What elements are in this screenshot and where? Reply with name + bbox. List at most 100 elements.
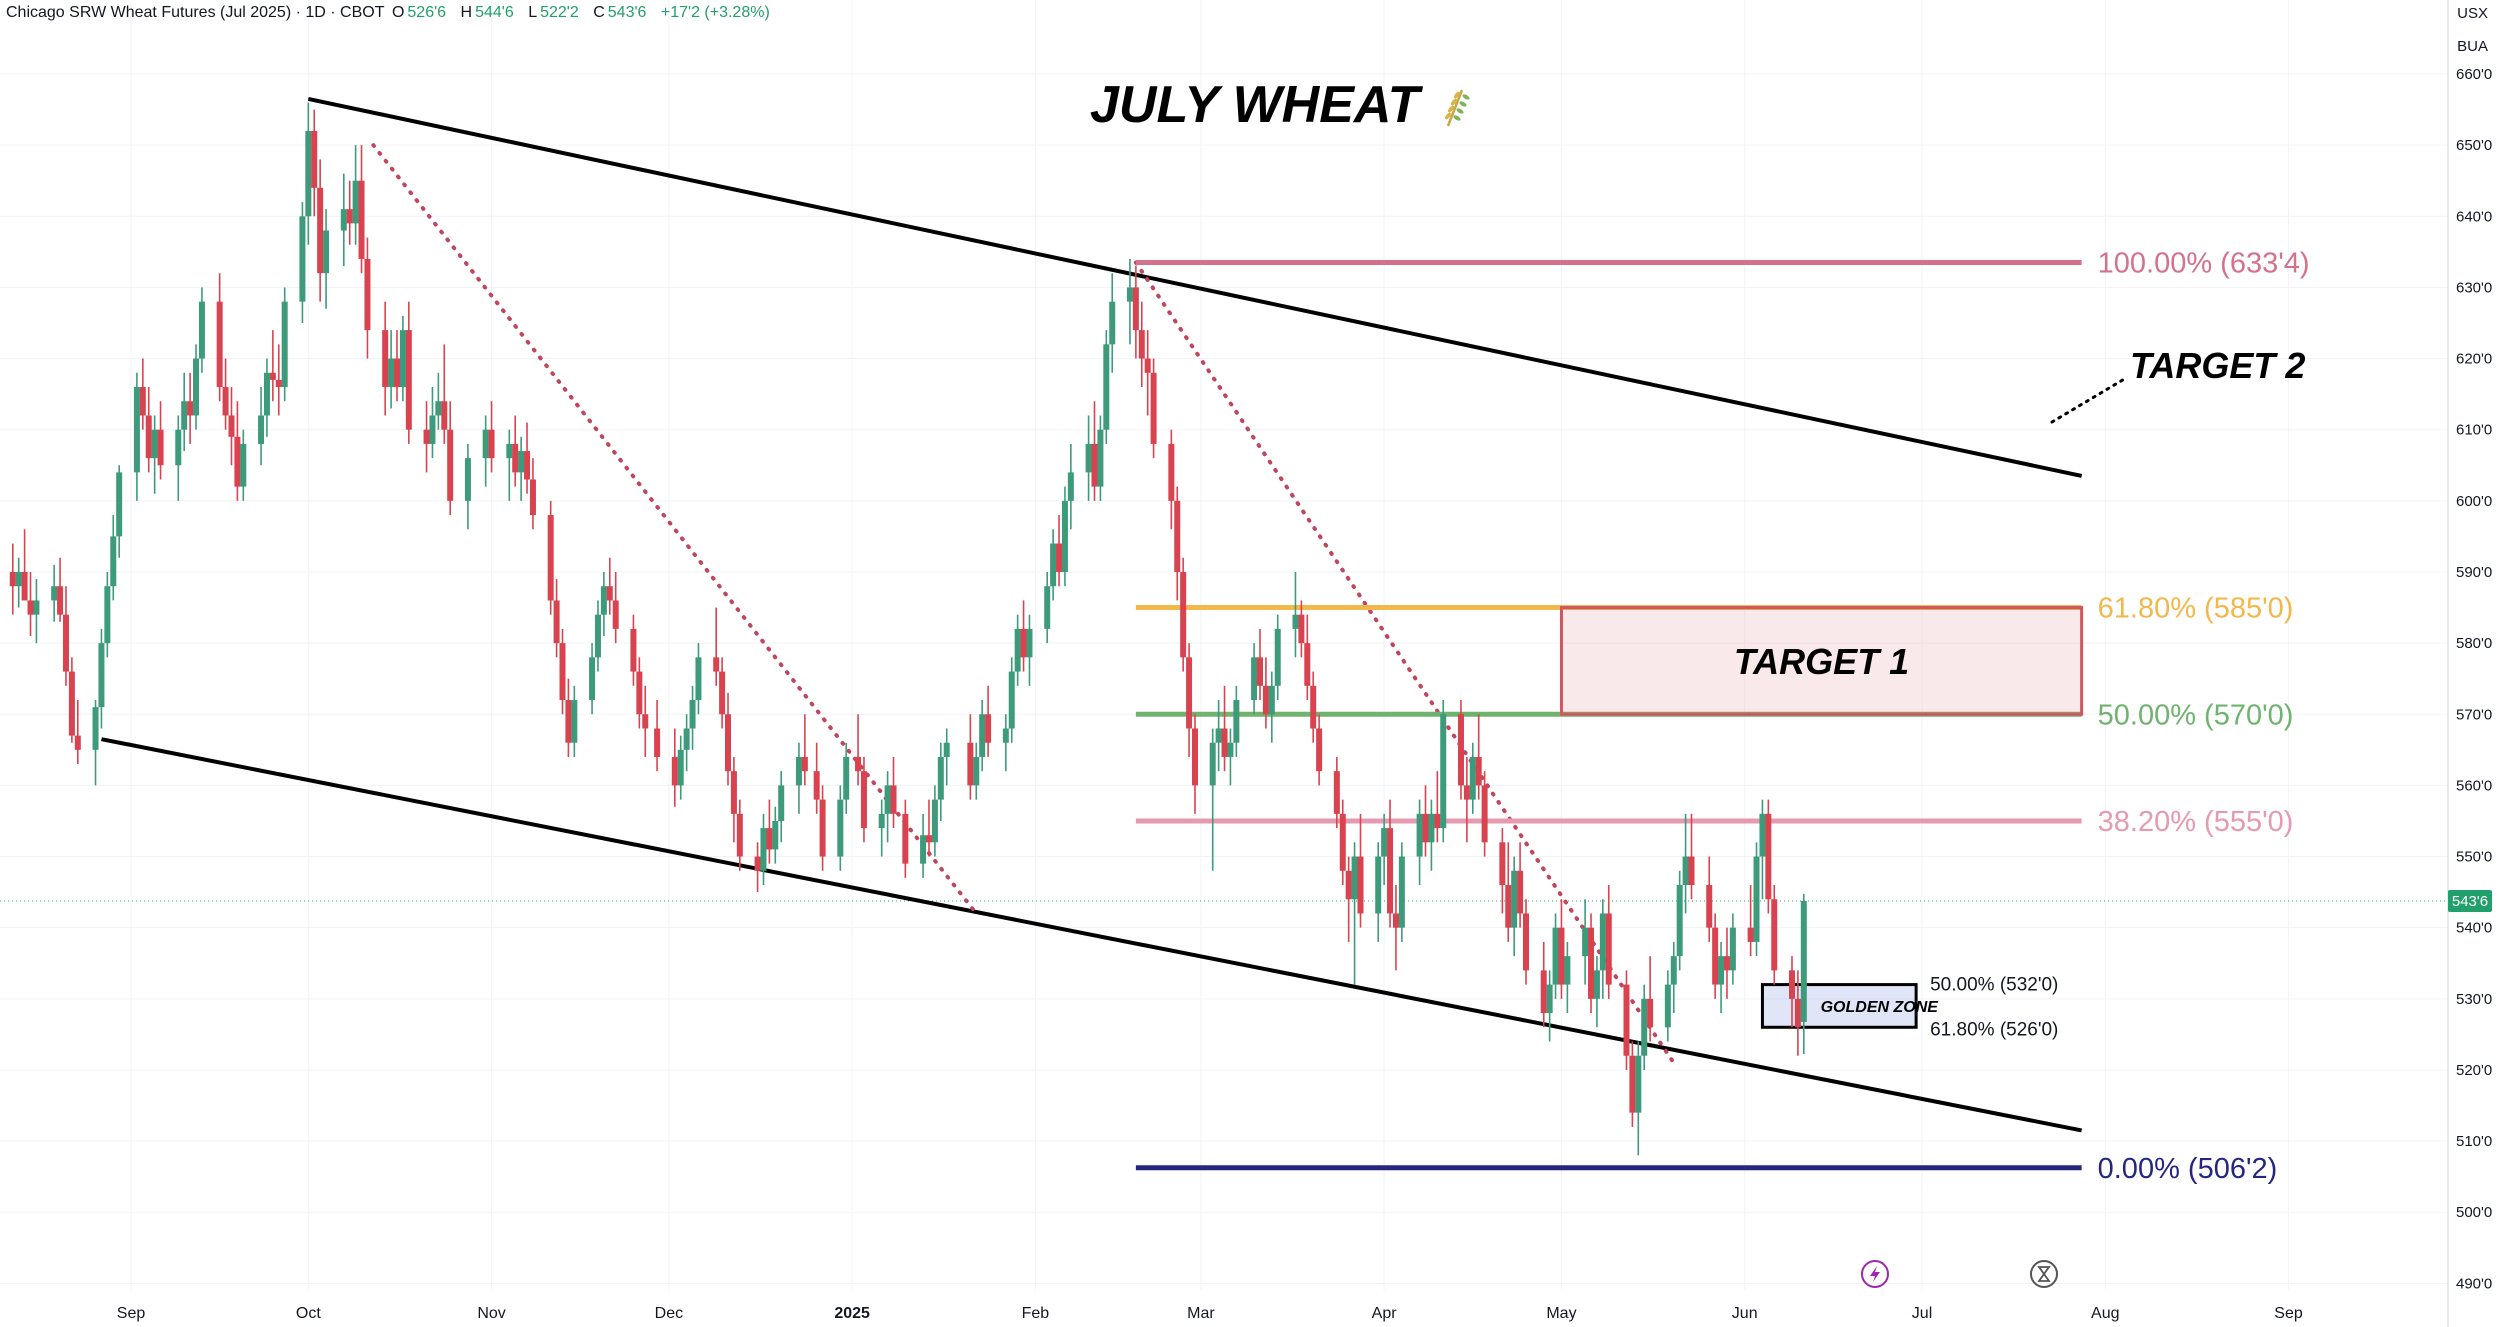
golden-zone-box	[1760, 983, 1918, 1029]
candle-up	[1103, 344, 1110, 430]
candle-down	[1463, 785, 1470, 800]
time-tick-label: Jun	[1732, 1305, 1758, 1322]
candle-up	[795, 756, 802, 786]
wheat-grain	[1448, 105, 1454, 113]
candle-up	[1416, 813, 1423, 857]
target-1-zone	[1559, 606, 2084, 716]
candle-down	[819, 799, 826, 857]
candle-up	[15, 571, 22, 587]
candle-down	[1434, 813, 1441, 829]
candle-down	[488, 429, 495, 459]
candle-up	[1061, 500, 1068, 572]
price-tick-label: 500'0	[2456, 1204, 2492, 1221]
candle-up	[1469, 756, 1476, 800]
candle-down	[145, 415, 152, 459]
lightning-icon[interactable]	[1861, 1260, 1889, 1288]
candle-up	[92, 707, 99, 750]
candle-down	[1020, 628, 1027, 658]
currency-unit[interactable]: USX	[2457, 5, 2488, 22]
time-tick-label: 2025	[834, 1305, 870, 1322]
time-tick-label: Nov	[477, 1305, 505, 1322]
candle-down	[1647, 998, 1654, 1028]
candle-up	[1381, 828, 1388, 857]
candle-down	[529, 479, 536, 516]
hourglass-icon[interactable]	[2030, 1260, 2058, 1288]
candle-down	[27, 600, 34, 615]
candle-down	[393, 358, 400, 388]
candle-down	[1522, 913, 1529, 971]
candle-down	[139, 387, 146, 416]
candle-down	[1168, 443, 1175, 501]
wheat-leaf	[1456, 108, 1464, 114]
candle-up	[33, 600, 40, 615]
candle-up	[1759, 813, 1766, 857]
candle-down	[565, 700, 572, 743]
time-axis[interactable]: Sep Oct Nov Dec 2025 Feb Mar Apr May Jun Jul Aug Sep	[117, 1305, 2303, 1322]
candle-up	[518, 451, 525, 473]
candle-up	[760, 828, 767, 871]
candle-down	[1174, 500, 1181, 572]
candle-down	[730, 771, 737, 814]
lightning-icon-bolt	[1870, 1266, 1880, 1282]
candle-down	[1688, 856, 1695, 885]
last-price-tag	[2448, 890, 2492, 913]
candle-up	[1676, 884, 1683, 957]
change-value: +17'2 (+3.28%)	[660, 4, 770, 21]
candle-down	[636, 671, 643, 715]
candle-up	[240, 443, 247, 487]
time-tick-label: May	[1546, 1305, 1576, 1322]
candle-up	[1215, 728, 1222, 743]
candle-down	[216, 301, 223, 388]
candle-up	[51, 586, 58, 601]
candle-down	[553, 600, 560, 644]
time-tick-label: Sep	[117, 1305, 146, 1322]
target-2-label: TARGET 2	[2130, 345, 2305, 386]
target-2-pointer	[2050, 376, 2128, 424]
candle-down	[754, 856, 761, 871]
candle-up	[1428, 813, 1435, 843]
candle-up	[1582, 927, 1589, 957]
candle-up	[1398, 856, 1405, 928]
candle-down	[1304, 643, 1311, 686]
candle-down	[1540, 970, 1547, 1014]
candle-down	[405, 330, 412, 430]
candle-down	[269, 372, 276, 380]
price-tick-label: 560'0	[2456, 777, 2492, 794]
price-tick-label: 490'0	[2456, 1275, 2492, 1292]
candle-down	[1150, 372, 1157, 444]
price-axis[interactable]: 660'0 650'0 640'0 630'0 620'0 610'0 600'0 590'0…	[2456, 66, 2492, 1292]
quantity-unit[interactable]: BUA	[2457, 38, 2488, 55]
candle-down	[813, 771, 820, 800]
candle-down	[358, 180, 365, 259]
candle-down	[222, 387, 229, 416]
candle-down	[1422, 813, 1429, 843]
wheat-stem	[1446, 89, 1464, 127]
candle-down	[1771, 899, 1778, 971]
candle-down	[985, 714, 992, 743]
price-tick-label: 620'0	[2456, 351, 2492, 368]
candle-up	[589, 657, 596, 701]
candle-up	[464, 458, 471, 501]
candle-up	[1292, 614, 1299, 629]
candle-up	[1593, 970, 1600, 999]
candle-down	[855, 756, 862, 772]
candle-down	[346, 209, 353, 224]
candle-up	[1109, 301, 1116, 345]
chart-annotations: 543'6 JULY WHEAT TARGET 2	[1090, 76, 2492, 913]
candle-up	[151, 429, 158, 459]
chart-icons[interactable]	[1861, 1260, 2058, 1288]
wheat-icon	[1445, 89, 1470, 127]
wheat-leaf	[1459, 101, 1467, 107]
candle-up	[1097, 429, 1104, 487]
candle-up	[920, 835, 927, 864]
candle-up	[281, 301, 288, 388]
candle-up	[1351, 856, 1358, 900]
time-tick-label: Jul	[1912, 1305, 1932, 1322]
candle-down	[1333, 771, 1340, 814]
candle-up	[1050, 543, 1057, 587]
candle-up	[937, 756, 944, 800]
candle-up	[594, 614, 601, 658]
candle-down	[1629, 1055, 1636, 1113]
candle-down	[1345, 870, 1352, 900]
